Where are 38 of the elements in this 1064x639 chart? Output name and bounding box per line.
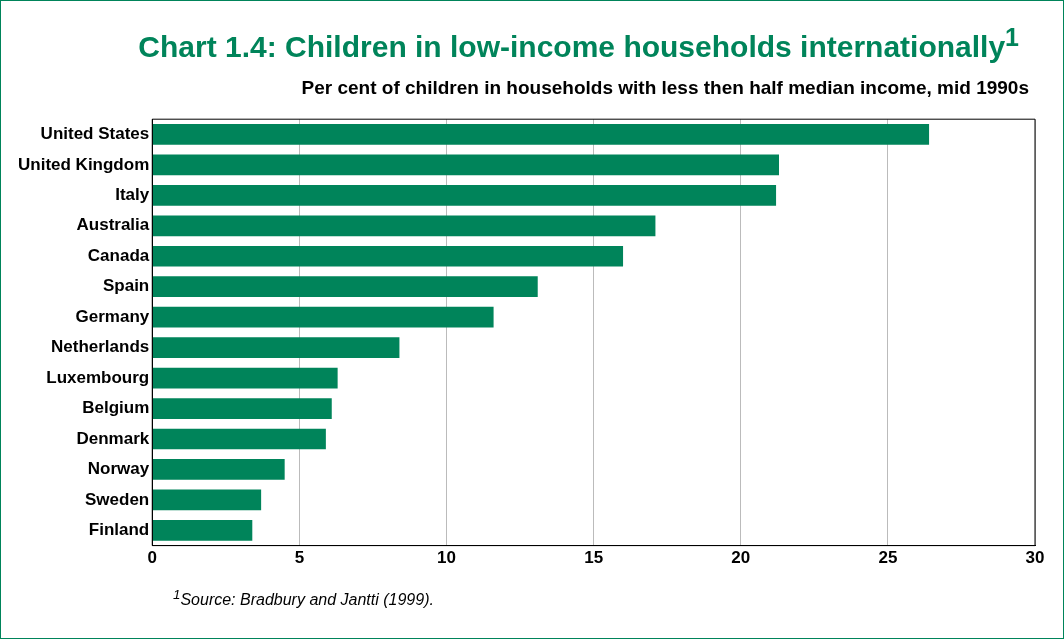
bar (152, 367, 338, 389)
bar (152, 184, 777, 206)
chart-title: Chart 1.4: Children in low-income households internationally$^{1}$ (138, 23, 1019, 64)
x-tick-label: 5 (294, 548, 305, 568)
y-tick-label: Italy (115, 185, 150, 205)
y-tick-label: United States (40, 124, 150, 144)
x-tick-label: 15 (584, 548, 604, 568)
y-tick-label: Finland (88, 520, 150, 540)
y-tick-label: Belgium (82, 398, 150, 418)
bar (152, 215, 656, 237)
x-tick-label: 20 (731, 548, 751, 568)
x-tick-label: 0 (147, 548, 157, 568)
y-tick-label: Norway (87, 459, 150, 479)
y-tick-label: Luxembourg (46, 367, 150, 387)
bar (152, 124, 930, 145)
x-tick-label: 25 (878, 548, 898, 568)
bar (152, 428, 326, 450)
bar (152, 306, 494, 328)
chart-subtitle: Per cent of children in households with less then half median income, mid 1990s (301, 77, 1029, 99)
x-tick-label: 10 (437, 548, 456, 568)
y-tick-label: Canada (87, 245, 150, 265)
y-tick-label: Sweden (85, 489, 150, 509)
bar (152, 154, 780, 176)
text: $^{1}$Source: Bradbury and Jantti (1999). (173, 587, 434, 610)
x-tick-label: 30 (1025, 548, 1045, 568)
bar (152, 398, 332, 419)
bar (152, 459, 285, 480)
bar (152, 520, 253, 541)
y-tick-label: Germany (75, 306, 150, 326)
y-tick-label: Netherlands (51, 337, 150, 357)
y-tick-label: United Kingdom (17, 154, 150, 174)
bar (152, 276, 538, 298)
bar (152, 337, 400, 358)
bar (152, 489, 262, 511)
y-tick-label: Australia (76, 215, 150, 235)
bar (152, 245, 624, 267)
y-tick-label: Denmark (76, 428, 150, 448)
y-tick-label: Spain (102, 276, 150, 296)
